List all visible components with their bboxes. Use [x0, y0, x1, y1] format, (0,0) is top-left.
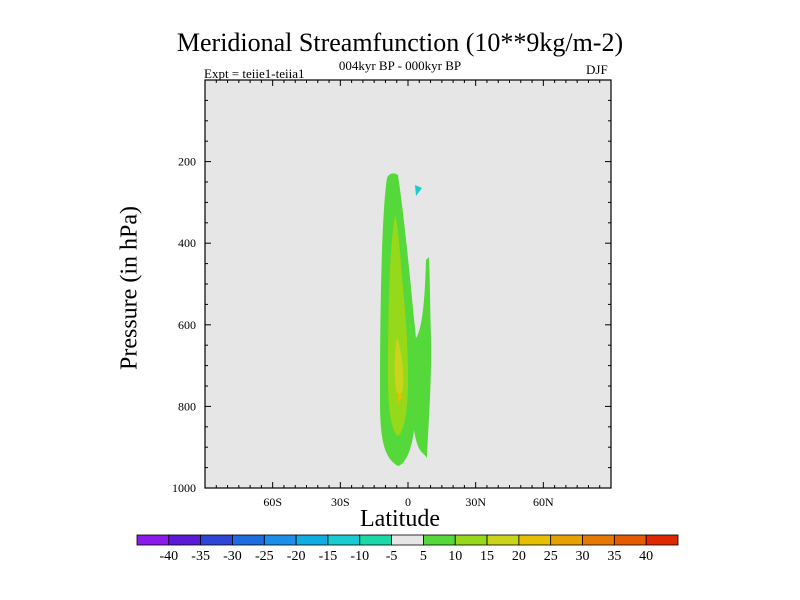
colorbar-label: -20: [287, 549, 306, 564]
colorbar-swatch: [327, 534, 361, 546]
x-tick-label: 60S: [263, 495, 282, 509]
colorbar-swatch: [645, 534, 679, 546]
chart-title: Meridional Streamfunction (10**9kg/m-2): [176, 28, 624, 57]
colorbar-swatch: [423, 534, 456, 546]
colorbar-label: 25: [544, 549, 558, 564]
experiment-label: Expt = teiie1-teiia1: [204, 66, 305, 81]
colorbar-label: 30: [576, 549, 590, 564]
colorbar-swatch: [168, 534, 202, 546]
contour-fills: [380, 173, 432, 466]
x-tick-label: 30S: [331, 495, 350, 509]
colorbar-swatch: [263, 534, 297, 546]
colorbar-label: 20: [512, 549, 526, 564]
period-label: 004kyr BP - 000kyr BP: [338, 58, 462, 73]
colorbar-label: -15: [319, 549, 338, 564]
colorbar-label: -5: [386, 549, 398, 564]
contour-region-20-25: [398, 392, 403, 403]
x-tick-labels: 60S 30S 0 30N 60N: [263, 495, 554, 509]
colorbar-label: -30: [223, 549, 242, 564]
x-tick-label: 60N: [533, 495, 554, 509]
colorbar-swatch: [582, 534, 615, 546]
colorbar-label: 35: [607, 549, 621, 564]
colorbar-swatch: [518, 534, 552, 546]
colorbar-swatch: [359, 534, 392, 546]
colorbar-label: 15: [480, 549, 494, 564]
y-tick-label: 400: [178, 236, 196, 250]
y-tick-label: 200: [178, 155, 196, 169]
colorbar-swatch: [136, 534, 170, 546]
colorbar-swatch: [391, 534, 424, 546]
colorbar: -40 -35 -30 -25 -20 -15 -10 -5 5 10 15 20 25 30 35 40: [136, 534, 679, 564]
colorbar-label: -25: [255, 549, 274, 564]
colorbar-label: -35: [191, 549, 210, 564]
season-label: DJF: [586, 62, 608, 77]
axis-ticks: [204, 80, 612, 489]
colorbar-swatch: [200, 534, 233, 546]
x-tick-label: 0: [405, 495, 411, 509]
y-tick-label: 1000: [172, 481, 196, 495]
colorbar-label: -40: [159, 549, 178, 564]
colorbar-label: 5: [420, 549, 427, 564]
colorbar-swatch: [232, 534, 265, 546]
colorbar-swatch: [550, 534, 583, 546]
colorbar-swatch: [486, 534, 520, 546]
y-tick-label: 600: [178, 318, 196, 332]
colorbar-swatch: [613, 534, 647, 546]
contour-region-neg10-neg5: [415, 185, 422, 196]
colorbar-swatch: [295, 534, 329, 546]
y-tick-label: 800: [178, 399, 196, 413]
contour-region-15-20: [394, 337, 404, 395]
y-axis-label: Pressure (in hPa): [116, 206, 143, 370]
x-tick-label: 30N: [465, 495, 486, 509]
colorbar-label: -10: [350, 549, 369, 564]
colorbar-label: 40: [639, 549, 653, 564]
colorbar-swatch: [454, 534, 488, 546]
x-axis-label: Latitude: [360, 506, 440, 532]
colorbar-label: 10: [448, 549, 462, 564]
y-tick-labels: 200 400 600 800 1000: [172, 155, 196, 495]
